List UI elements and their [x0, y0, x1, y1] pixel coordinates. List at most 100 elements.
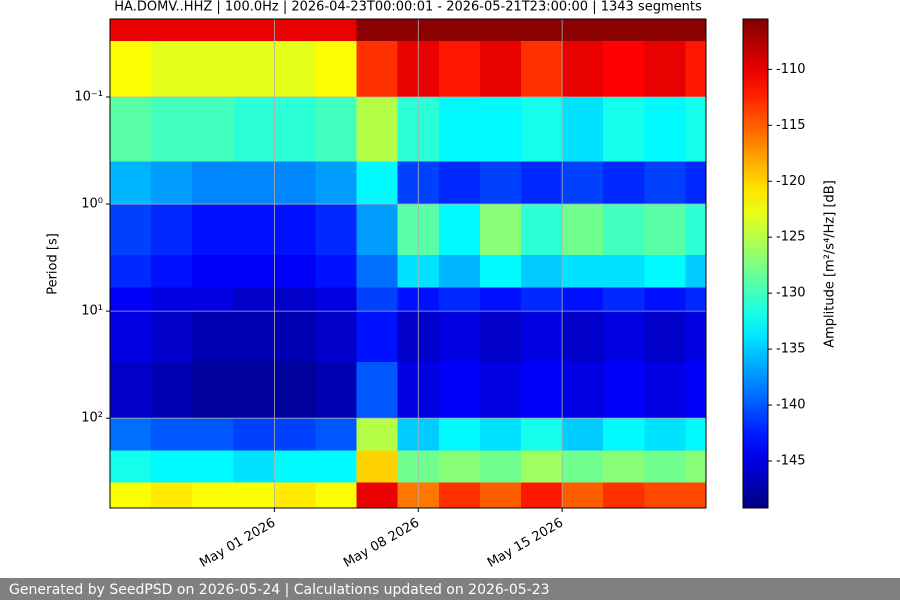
- colorbar: [742, 18, 769, 509]
- heatmap-cell: [438, 204, 481, 256]
- heatmap-cell: [356, 311, 399, 363]
- heatmap-cell: [110, 255, 152, 288]
- heatmap-cell: [644, 311, 686, 363]
- heatmap-cell: [274, 204, 317, 256]
- heatmap-cell: [521, 287, 563, 312]
- colorbar-tick-label: -145: [776, 454, 806, 469]
- heatmap-cell: [192, 311, 234, 363]
- heatmap-cell: [685, 482, 707, 509]
- heatmap-cell: [521, 482, 563, 509]
- y-tick-label: 10⁻¹: [74, 89, 103, 104]
- heatmap-cell: [521, 255, 563, 288]
- heatmap-cell: [151, 311, 193, 363]
- heatmap-cell: [151, 96, 193, 162]
- heatmap-cell: [521, 204, 563, 256]
- heatmap-cell: [644, 19, 686, 42]
- heatmap-cell: [521, 311, 563, 363]
- heatmap-cell: [233, 287, 275, 312]
- heatmap-cell: [438, 418, 481, 451]
- heatmap-cell: [110, 482, 152, 509]
- heatmap-cell: [521, 40, 563, 98]
- heatmap-cell: [603, 482, 645, 509]
- heatmap-cell: [479, 287, 522, 312]
- heatmap-cell: [274, 40, 317, 98]
- heatmap-cell: [274, 362, 317, 419]
- colorbar-tick-label: -125: [776, 230, 806, 245]
- heatmap-cell: [644, 40, 686, 98]
- heatmap-cell: [110, 40, 152, 98]
- x-tick-label: May 15 2026: [485, 516, 566, 571]
- heatmap-cell: [479, 19, 522, 42]
- heatmap-cell: [315, 204, 358, 256]
- heatmap-cell: [438, 362, 481, 419]
- heatmap-cell: [562, 96, 604, 162]
- heatmap-cell: [685, 287, 707, 312]
- heatmap-cell: [233, 311, 275, 363]
- heatmap-cell: [521, 161, 563, 205]
- chart-title: HA.DOMV..HHZ | 100.0Hz | 2026-04-23T00:0…: [114, 0, 702, 15]
- heatmap-cell: [644, 287, 686, 312]
- heatmap-cell: [192, 287, 234, 312]
- y-axis-label: Period [s]: [46, 233, 61, 295]
- heatmap-cell: [685, 362, 707, 419]
- heatmap-cell: [479, 204, 522, 256]
- heatmap-cell: [192, 19, 234, 42]
- heatmap-cell: [356, 255, 399, 288]
- heatmap-cell: [356, 19, 399, 42]
- heatmap-cell: [110, 19, 152, 42]
- colorbar-tick-label: -115: [776, 118, 806, 133]
- heatmap-cell: [192, 204, 234, 256]
- heatmap-cell: [603, 204, 645, 256]
- colorbar-tick-label: -140: [776, 398, 806, 413]
- heatmap-cell: [562, 19, 604, 42]
- heatmap-cell: [603, 450, 645, 484]
- heatmap-cell: [603, 40, 645, 98]
- heatmap-cell: [192, 161, 234, 205]
- heatmap-cell: [274, 19, 317, 42]
- heatmap-cell: [479, 362, 522, 419]
- y-tick-label: 10⁰: [81, 197, 103, 212]
- heatmap-cell: [151, 204, 193, 256]
- heatmap-cell: [192, 418, 234, 451]
- colorbar-tick-label: -135: [776, 342, 806, 357]
- heatmap-cell: [644, 161, 686, 205]
- heatmap-cell: [315, 418, 358, 451]
- heatmap-cell: [438, 40, 481, 98]
- heatmap-cell: [479, 450, 522, 484]
- heatmap-cell: [233, 19, 275, 42]
- heatmap-cell: [274, 96, 317, 162]
- heatmap-cell: [644, 450, 686, 484]
- heatmap-cell: [274, 287, 317, 312]
- heatmap-cell: [315, 482, 358, 509]
- heatmap-cell: [110, 362, 152, 419]
- heatmap-cell: [603, 418, 645, 451]
- heatmap-cell: [356, 96, 399, 162]
- heatmap-cell: [233, 204, 275, 256]
- heatmap-cell: [644, 362, 686, 419]
- heatmap-cell: [479, 255, 522, 288]
- heatmap-cell: [192, 40, 234, 98]
- heatmap-cell: [151, 255, 193, 288]
- heatmap-cell: [685, 418, 707, 451]
- heatmap-cell: [479, 311, 522, 363]
- heatmap-cell: [644, 255, 686, 288]
- heatmap-cell: [521, 362, 563, 419]
- heatmap-cell: [151, 19, 193, 42]
- heatmap-cell: [233, 40, 275, 98]
- heatmap-cell: [562, 311, 604, 363]
- heatmap-cell: [356, 482, 399, 509]
- heatmap-cell: [521, 418, 563, 451]
- heatmap-cell: [562, 255, 604, 288]
- heatmap-cell: [192, 255, 234, 288]
- y-tick-label: 10²: [81, 411, 103, 426]
- heatmap-cell: [110, 287, 152, 312]
- heatmap-cell: [356, 418, 399, 451]
- heatmap-cell: [685, 204, 707, 256]
- heatmap-cell: [315, 450, 358, 484]
- heatmap-cell: [603, 311, 645, 363]
- heatmap-cell: [685, 311, 707, 363]
- heatmap-cell: [562, 450, 604, 484]
- heatmap-cell: [233, 482, 275, 509]
- heatmap-cell: [274, 450, 317, 484]
